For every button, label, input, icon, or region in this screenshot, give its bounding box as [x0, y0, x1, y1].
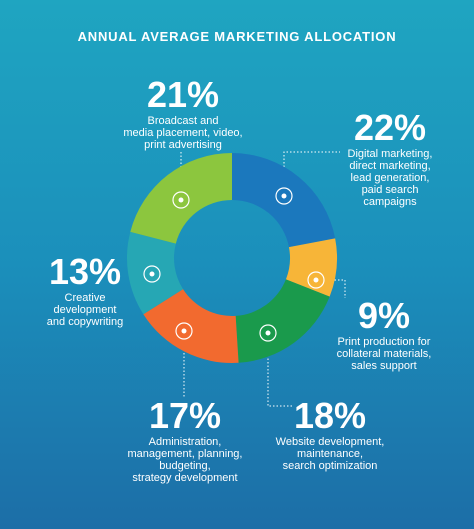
- marker-ring: [307, 271, 325, 289]
- marker-ring: [259, 324, 277, 342]
- category-label: Print production for collateral material…: [336, 336, 432, 372]
- category-label: Creative development and copywriting: [46, 292, 124, 328]
- marker-ring: [275, 187, 293, 205]
- segment-label: 22% Digital marketing, direct marketing, …: [290, 107, 474, 209]
- marker-dot: [313, 277, 319, 283]
- segment-label: 21% Broadcast and media placement, video,…: [83, 74, 283, 152]
- marker-ring: [172, 191, 190, 209]
- marker-dot: [265, 330, 271, 336]
- value-label: 13%: [48, 251, 122, 292]
- category-label: Broadcast and media placement, video, pr…: [123, 115, 243, 151]
- marker-ring: [143, 265, 161, 283]
- value-label: 9%: [357, 295, 411, 336]
- value-label: 18%: [293, 395, 367, 436]
- marker-dot: [149, 271, 155, 277]
- marker-dot: [181, 328, 187, 334]
- value-label: 22%: [353, 107, 427, 148]
- donut-segment: [126, 231, 184, 315]
- segment-label: 18% Website development, maintenance, sea…: [230, 395, 430, 473]
- category-label: Administration, management, planning, bu…: [127, 436, 243, 484]
- category-label: Website development, maintenance, search…: [275, 436, 385, 472]
- chart-title: ANNUAL AVERAGE MARKETING ALLOCATION: [77, 29, 397, 44]
- category-label: Digital marketing, direct marketing, lea…: [347, 148, 433, 208]
- donut-segment: [232, 153, 336, 248]
- segment-label: 17% Administration, management, planning,…: [85, 395, 285, 485]
- marker-dot: [178, 197, 184, 203]
- marker-ring: [175, 322, 193, 340]
- segment-label: 13% Creative development and copywriting: [0, 251, 185, 329]
- segment-label: 9% Print production for collateral materi…: [284, 295, 474, 373]
- value-label: 17%: [148, 395, 222, 436]
- donut-segment: [235, 279, 330, 363]
- value-label: 21%: [146, 74, 220, 115]
- marker-dot: [281, 193, 287, 199]
